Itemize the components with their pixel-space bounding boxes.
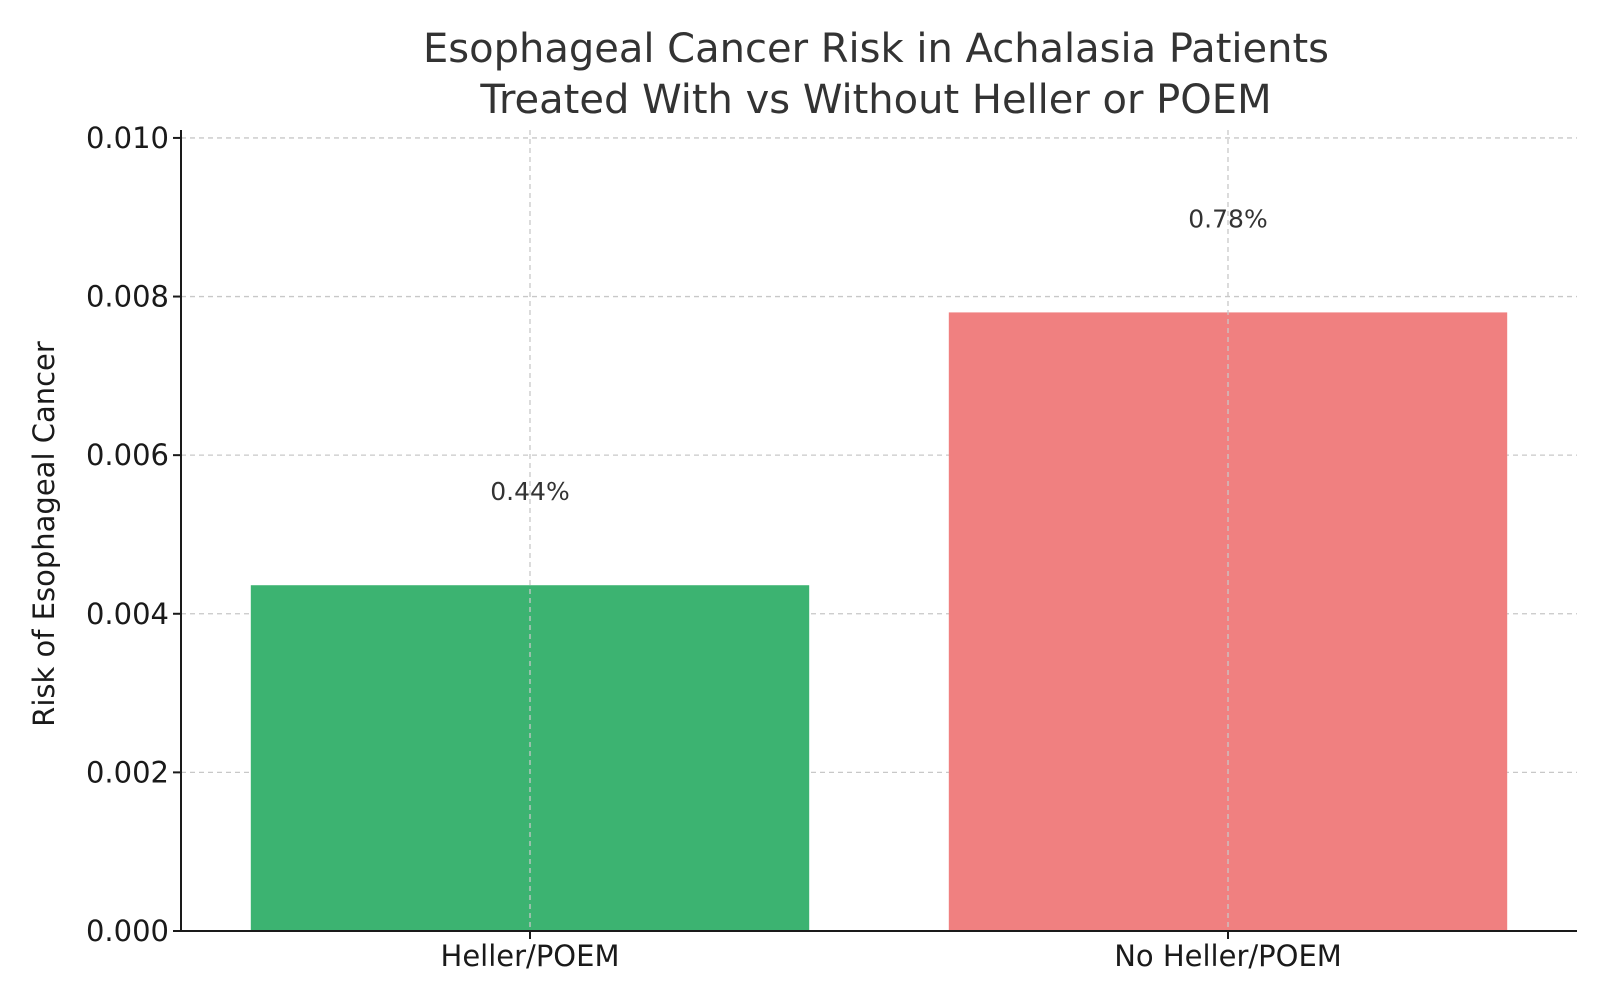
bars-layer <box>250 312 1508 931</box>
y-tick-label: 0.006 <box>86 438 169 472</box>
y-axis-label: Risk of Esophageal Cancer <box>27 341 61 727</box>
bar <box>250 585 810 931</box>
labels-layer: 0.000 0.002 0.004 0.006 0.008 0.010 Heller/POE… <box>86 121 1342 973</box>
bar-data-label: 0.44% <box>490 477 569 506</box>
bar <box>948 312 1508 931</box>
bar-data-label: 0.78% <box>1188 204 1267 233</box>
y-tick-label: 0.000 <box>86 914 169 948</box>
chart-title-line-2: Treated With vs Without Heller or POEM <box>479 77 1271 123</box>
y-tick-label: 0.002 <box>86 755 169 789</box>
x-tick-label: Heller/POEM <box>441 939 620 973</box>
chart-title-line-1: Esophageal Cancer Risk in Achalasia Pati… <box>423 26 1329 72</box>
x-tick-label: No Heller/POEM <box>1114 939 1342 973</box>
y-tick-label: 0.004 <box>86 597 169 631</box>
axes-layer <box>173 130 1577 939</box>
y-tick-label: 0.008 <box>86 280 169 314</box>
chart-title: Esophageal Cancer Risk in Achalasia Pati… <box>423 26 1329 123</box>
y-tick-label: 0.010 <box>86 121 169 155</box>
